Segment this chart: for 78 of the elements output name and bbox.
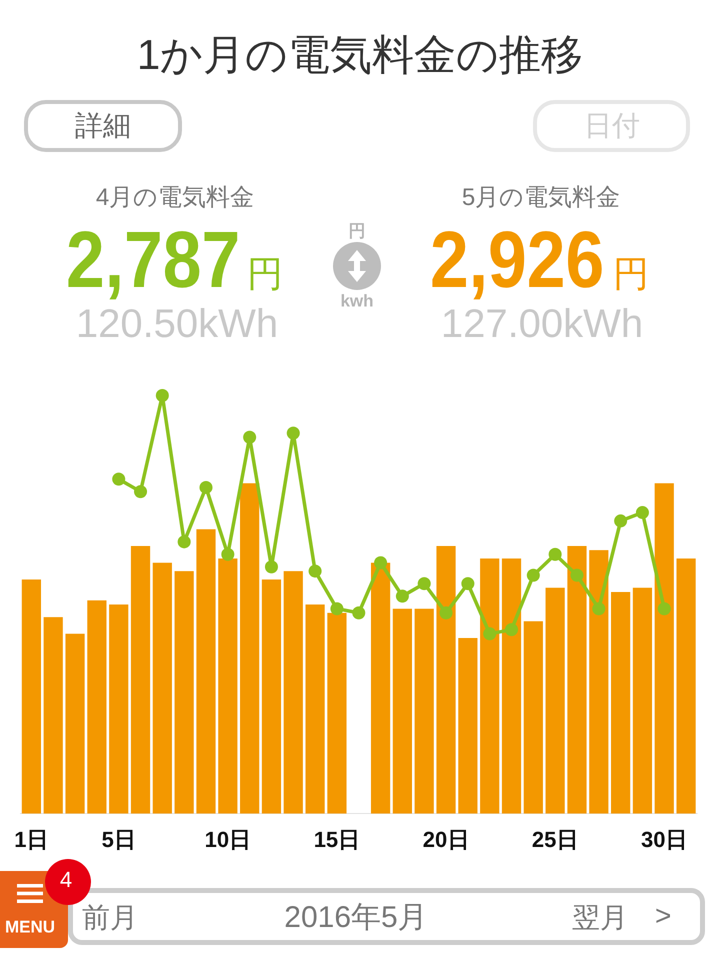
x-tick-label: 5日: [102, 826, 136, 852]
bar: [174, 571, 194, 814]
point: [461, 577, 474, 590]
bar: [370, 562, 390, 814]
text: 前月: [82, 902, 138, 933]
bar: [524, 621, 543, 814]
x-tick-label: 25日: [532, 826, 578, 852]
text: kwh: [340, 292, 374, 310]
bar: [458, 638, 478, 814]
text: >: [655, 900, 672, 931]
bar: [87, 600, 106, 814]
x-tick-label: 1日: [14, 826, 49, 852]
bar: [196, 529, 216, 814]
bar: [306, 604, 325, 814]
point: [570, 568, 584, 582]
text: 円: [247, 253, 283, 294]
bar: [480, 558, 500, 814]
bar: [130, 546, 150, 814]
point: [221, 548, 234, 561]
bar: [284, 571, 303, 814]
point: [505, 623, 518, 636]
point: [112, 472, 126, 486]
text: 4月の電気料金: [96, 184, 254, 211]
button: 詳細: [24, 100, 182, 152]
x-tick-label: 15日: [314, 826, 360, 852]
text: 翌月: [572, 902, 628, 933]
text: 5月の電気料金: [462, 184, 620, 211]
bar: [611, 592, 630, 814]
badge: 4: [45, 859, 91, 905]
point: [374, 556, 388, 570]
text: 2,926: [430, 215, 604, 304]
bar: [436, 546, 456, 814]
x-tick-label: 10日: [204, 826, 252, 852]
point: [636, 506, 649, 520]
point: [199, 480, 212, 494]
bar: [152, 562, 172, 814]
text: 2,787: [66, 215, 240, 304]
x-tick-label: 20日: [422, 826, 470, 852]
bar: [676, 558, 696, 814]
bar: [109, 604, 128, 814]
point: [396, 590, 409, 603]
bar: [262, 579, 282, 814]
bar: [218, 558, 238, 814]
bar: [632, 588, 652, 814]
bar: [414, 608, 434, 814]
point: [418, 577, 431, 590]
bar: [327, 612, 347, 814]
point: [308, 564, 322, 578]
point: [286, 426, 300, 440]
point: [440, 606, 453, 620]
point: [134, 485, 148, 498]
bar: [240, 483, 260, 814]
bar: [654, 483, 674, 814]
point: [264, 560, 278, 574]
bar: [502, 558, 522, 814]
bar: [22, 579, 42, 814]
chart-title: 1か月の電気料金の推移: [136, 31, 584, 78]
point: [483, 627, 496, 640]
point: [330, 602, 344, 616]
bar: [567, 546, 587, 814]
point: [614, 514, 628, 528]
point: [658, 602, 671, 616]
point: [352, 606, 366, 620]
bar: [546, 588, 565, 814]
point: [243, 430, 256, 444]
point: [526, 568, 540, 582]
point: [548, 548, 562, 561]
bar: [65, 634, 85, 814]
point: [592, 602, 606, 616]
bar: [392, 608, 412, 814]
text: 円: [348, 222, 366, 240]
point: [156, 388, 169, 402]
bar: [44, 617, 63, 814]
x-tick-label: 30日: [641, 826, 688, 852]
text: 円: [613, 253, 649, 294]
bar: [589, 550, 608, 814]
text: 2016年5月: [284, 901, 428, 934]
point: [178, 535, 191, 548]
